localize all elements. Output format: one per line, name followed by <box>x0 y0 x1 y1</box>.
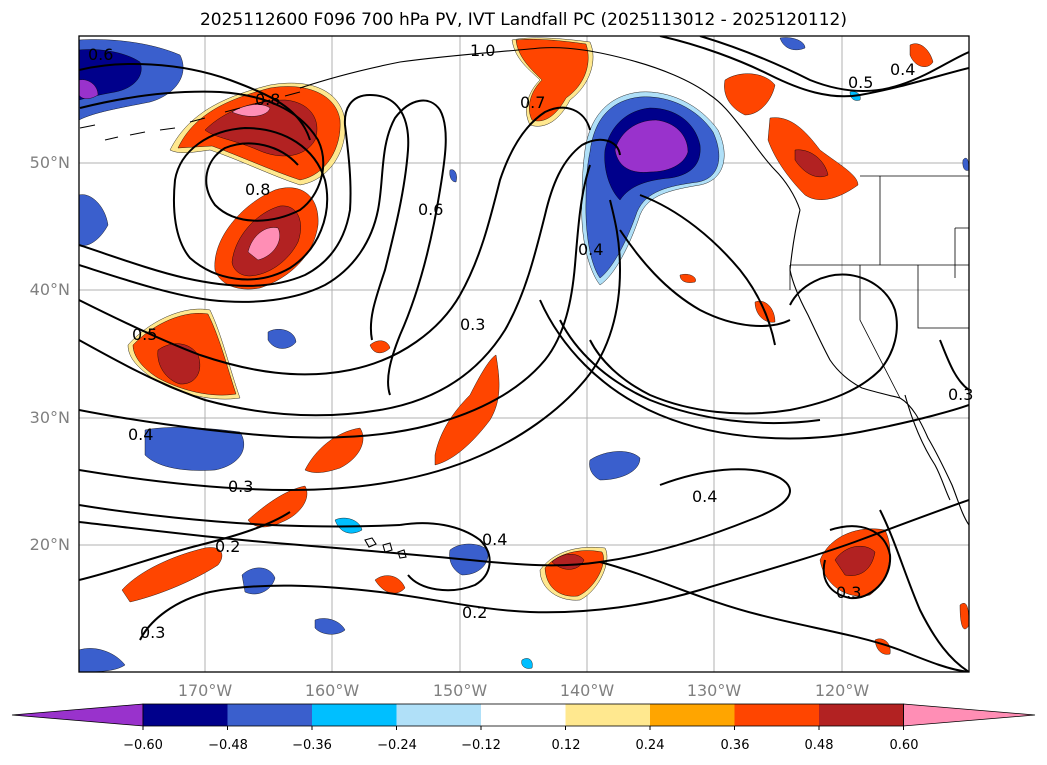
contour-label: 0.2 <box>462 603 487 622</box>
colorbar-tick-label: −0.36 <box>292 738 332 753</box>
colorbar-segment <box>650 704 735 726</box>
lat-label-50n: 50°N <box>29 153 70 172</box>
colorbar-tick-label: −0.12 <box>461 738 501 753</box>
contour-label: 0.4 <box>578 240 603 259</box>
contour-label: 0.3 <box>948 385 973 404</box>
contour-label: 0.3 <box>836 583 861 602</box>
map-title: 2025112600 F096 700 hPa PV, IVT Landfall… <box>199 10 847 30</box>
contour-label: 0.3 <box>228 477 253 496</box>
coastlines <box>79 47 969 559</box>
contour-label: 0.4 <box>482 530 507 549</box>
colorbar-segment <box>227 704 313 726</box>
lon-label-160w: 160°W <box>304 681 360 700</box>
colorbar-tick-label: 0.24 <box>635 738 665 753</box>
colorbar-tick-label: −0.60 <box>123 738 163 753</box>
colorbar-tick-label: −0.48 <box>208 738 248 753</box>
contour-label: 0.5 <box>132 325 157 344</box>
lon-label-150w: 150°W <box>432 681 488 700</box>
colorbar-tick-label: −0.24 <box>377 738 417 753</box>
colorbar-tick-label: 0.48 <box>804 738 834 753</box>
lon-label-170w: 170°W <box>177 681 233 700</box>
colorbar-segment <box>819 704 904 726</box>
contour-label: 0.4 <box>692 487 717 506</box>
colorbar-segment <box>143 704 228 726</box>
lat-label-20n: 20°N <box>29 535 70 554</box>
lon-label-130w: 130°W <box>686 681 742 700</box>
lon-label-120w: 120°W <box>814 681 870 700</box>
map-frame <box>78 35 970 673</box>
contour-label: 0.4 <box>890 60 915 79</box>
colorbar-segment <box>396 704 482 726</box>
contour-label: 0.6 <box>88 45 113 64</box>
colorbar-extend-high <box>903 703 1036 727</box>
lon-label-140w: 140°W <box>559 681 615 700</box>
contour-label: 0.4 <box>128 425 153 444</box>
colorbar-tick-label: 0.36 <box>720 738 750 753</box>
political-borders <box>789 175 969 399</box>
pv-contours <box>79 36 969 672</box>
colorbar <box>11 703 1036 730</box>
lat-label-40n: 40°N <box>29 280 70 299</box>
contour-label: 0.8 <box>245 180 270 199</box>
colorbar-segment <box>734 704 820 726</box>
contour-label: 0.6 <box>418 200 443 219</box>
colorbar-frame <box>142 703 904 727</box>
contour-label: 0.8 <box>255 90 280 109</box>
contour-labels: 0.6 1.0 0.7 0.4 0.5 0.8 0.8 0.6 0.4 0.3 … <box>88 41 973 642</box>
colorbar-segment <box>481 704 566 726</box>
colorbar-segment <box>565 704 651 726</box>
colorbar-tick-label: 0.12 <box>551 738 581 753</box>
colorbar-tick-label: 0.60 <box>889 738 919 753</box>
contour-label: 0.3 <box>460 315 485 334</box>
colorbar-extend-low <box>11 703 144 727</box>
contour-label: 0.7 <box>520 93 545 112</box>
contour-label: 0.3 <box>140 623 165 642</box>
contour-label: 0.5 <box>848 73 873 92</box>
colorbar-segment <box>312 704 397 726</box>
lat-label-30n: 30°N <box>29 408 70 427</box>
contour-label: 1.0 <box>470 41 495 60</box>
contour-label: 0.2 <box>215 537 240 556</box>
